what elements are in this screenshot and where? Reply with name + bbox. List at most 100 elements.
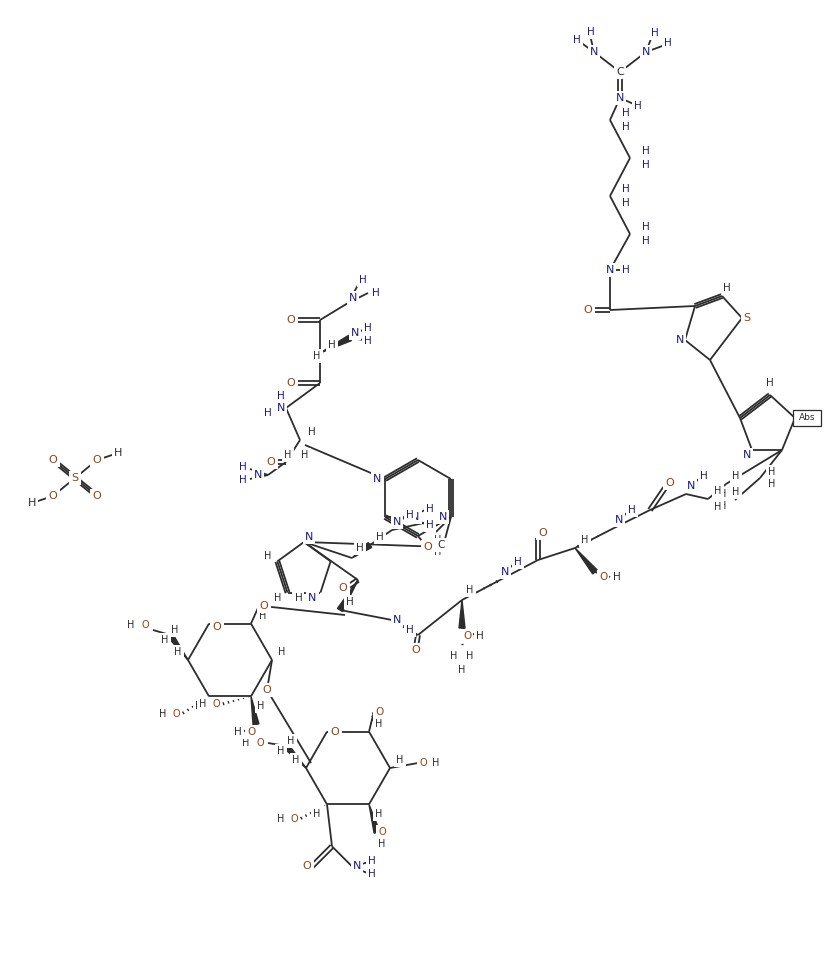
Text: H: H <box>622 198 630 208</box>
Text: H: H <box>459 665 465 675</box>
Text: H: H <box>356 543 364 553</box>
Text: C: C <box>616 67 624 77</box>
Text: H: H <box>426 520 434 530</box>
Text: O: O <box>538 528 548 538</box>
Text: H: H <box>277 814 285 825</box>
Text: H: H <box>573 35 581 45</box>
Text: H: H <box>292 755 300 765</box>
Text: H: H <box>642 146 650 156</box>
Text: H: H <box>128 620 134 630</box>
Text: H: H <box>199 700 207 710</box>
Text: N: N <box>349 293 357 303</box>
Text: O: O <box>247 727 255 738</box>
FancyBboxPatch shape <box>793 410 821 426</box>
Text: O: O <box>331 726 339 737</box>
Text: H: H <box>277 746 285 756</box>
Text: H: H <box>346 597 354 607</box>
Text: H: H <box>622 184 630 194</box>
Text: O: O <box>286 315 296 325</box>
Text: O: O <box>141 620 149 630</box>
Text: H: H <box>287 736 295 746</box>
Text: H: H <box>433 758 439 768</box>
Text: N: N <box>393 615 402 625</box>
Text: O: O <box>286 378 296 388</box>
Text: O: O <box>419 758 427 768</box>
Polygon shape <box>284 744 306 768</box>
Text: H: H <box>328 340 336 350</box>
Text: H: H <box>368 856 375 867</box>
Text: C: C <box>438 540 444 550</box>
Text: H: H <box>642 160 650 170</box>
Text: H: H <box>171 625 179 635</box>
Text: O: O <box>302 862 312 872</box>
Text: H: H <box>732 471 740 481</box>
Text: H: H <box>622 108 630 118</box>
Text: H: H <box>642 222 650 232</box>
Text: H: H <box>426 504 434 514</box>
Text: H: H <box>364 336 372 346</box>
Text: O: O <box>256 738 264 748</box>
Text: H: H <box>234 727 242 738</box>
Text: H: H <box>257 702 265 712</box>
Polygon shape <box>338 580 358 612</box>
Text: H: H <box>396 755 404 765</box>
Text: H: H <box>161 635 169 645</box>
Text: O: O <box>49 491 57 501</box>
Text: H: H <box>581 535 589 545</box>
Text: O: O <box>92 455 102 465</box>
Text: H: H <box>714 502 722 512</box>
Text: H: H <box>514 557 522 567</box>
Text: H: H <box>723 283 731 293</box>
Text: H: H <box>587 27 595 37</box>
Text: Abs: Abs <box>799 414 816 423</box>
Text: H: H <box>714 486 722 496</box>
Text: H: H <box>634 101 642 111</box>
Text: H: H <box>434 547 442 557</box>
Text: H: H <box>476 631 484 641</box>
Text: N: N <box>305 532 313 542</box>
Text: N: N <box>590 47 598 57</box>
Text: N: N <box>676 335 685 345</box>
Text: O: O <box>92 491 102 501</box>
Text: H: H <box>375 718 383 729</box>
Text: O: O <box>172 710 180 719</box>
Text: N: N <box>438 512 447 522</box>
Text: O: O <box>423 542 433 552</box>
Text: H: H <box>375 809 383 820</box>
Text: H: H <box>175 647 181 657</box>
Text: H: H <box>278 647 286 657</box>
Text: N: N <box>277 403 286 413</box>
Text: H: H <box>160 710 166 719</box>
Text: H: H <box>434 535 442 545</box>
Polygon shape <box>459 600 465 628</box>
Text: N: N <box>615 515 623 525</box>
Text: H: H <box>769 467 775 477</box>
Text: H: H <box>28 498 36 508</box>
Text: H: H <box>364 323 372 333</box>
Text: H: H <box>360 275 367 285</box>
Text: O: O <box>213 622 222 631</box>
Text: H: H <box>295 592 302 602</box>
Text: H: H <box>651 28 659 38</box>
Text: O: O <box>665 478 675 488</box>
Text: H: H <box>622 265 630 275</box>
Text: H: H <box>274 592 281 602</box>
Text: N: N <box>308 592 317 602</box>
Text: N: N <box>411 512 419 522</box>
Text: H: H <box>308 427 316 437</box>
Text: H: H <box>642 236 650 246</box>
Text: H: H <box>313 809 321 820</box>
Text: O: O <box>266 457 276 467</box>
Text: H: H <box>378 839 386 849</box>
Text: N: N <box>687 481 696 491</box>
Text: H: H <box>313 351 321 361</box>
Text: H: H <box>196 702 202 712</box>
Text: N: N <box>353 862 361 872</box>
Text: H: H <box>277 391 285 401</box>
Text: N: N <box>254 470 262 480</box>
Text: N: N <box>351 328 360 338</box>
Text: H: H <box>113 448 122 458</box>
Text: O: O <box>599 572 607 582</box>
Text: N: N <box>616 93 624 103</box>
Text: H: H <box>622 122 630 132</box>
